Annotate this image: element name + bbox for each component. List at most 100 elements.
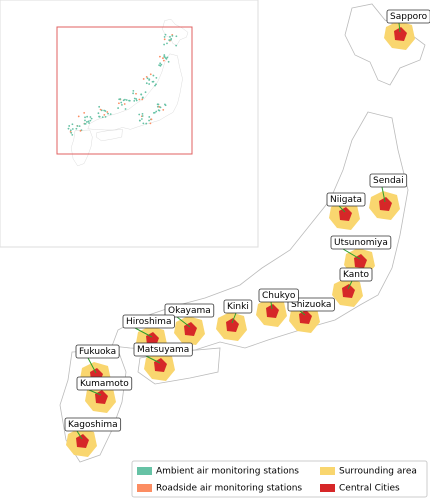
station-dot	[107, 112, 109, 115]
label-box	[339, 267, 373, 282]
leader-line	[145, 355, 161, 364]
station-dot	[141, 96, 144, 99]
station-dot	[70, 131, 73, 134]
station-dot	[138, 119, 141, 122]
station-dot	[166, 42, 168, 45]
city-label: Kagoshima	[68, 420, 118, 430]
station-dot	[164, 33, 167, 36]
station-dot	[84, 119, 86, 122]
station-dot	[104, 115, 107, 118]
leader-line	[381, 186, 386, 203]
label-box	[64, 417, 122, 432]
station-dot	[83, 122, 86, 125]
station-dot	[148, 78, 151, 81]
station-dot	[146, 77, 149, 80]
station-dot	[75, 127, 78, 130]
station-dot	[152, 74, 155, 77]
station-dot	[141, 115, 144, 117]
station-dot	[159, 106, 162, 109]
inset-map	[67, 19, 189, 166]
leader-line	[176, 316, 191, 328]
city-label: Hiroshima	[126, 317, 171, 327]
station-dot	[155, 83, 157, 86]
station-dot	[84, 116, 86, 119]
station-dot	[88, 122, 90, 124]
station-dot	[163, 36, 166, 38]
station-dot	[152, 80, 155, 83]
label-box	[386, 9, 430, 24]
station-dot	[162, 57, 164, 60]
station-dot	[175, 35, 178, 38]
leader-line	[398, 22, 401, 33]
station-dot	[145, 75, 148, 78]
label-box	[75, 344, 120, 359]
station-dot	[138, 98, 141, 101]
station-dot	[157, 103, 160, 106]
station-dot	[89, 119, 92, 122]
station-dot	[120, 101, 123, 104]
station-dot	[160, 63, 163, 66]
station-dot	[77, 115, 80, 118]
station-dot	[68, 125, 71, 127]
station-dot	[132, 89, 135, 92]
station-dot	[144, 91, 147, 94]
station-dot	[98, 105, 101, 108]
station-dot	[135, 99, 138, 102]
station-dot	[71, 133, 74, 136]
legend-label: Central Cities	[339, 484, 400, 494]
station-dot	[163, 38, 166, 41]
station-dot	[76, 125, 79, 127]
station-dot	[85, 121, 88, 123]
legend-swatch	[320, 467, 335, 475]
city-label: Okayama	[168, 306, 211, 316]
label-box	[122, 314, 175, 329]
station-dot	[141, 113, 144, 115]
leader-line	[231, 312, 237, 324]
city-label: Sendai	[373, 176, 404, 186]
station-dot	[164, 103, 166, 106]
legend-label: Surrounding area	[339, 467, 417, 477]
station-dot	[79, 129, 82, 132]
city-label: Kinki	[227, 302, 249, 312]
city-label: Niigata	[330, 195, 362, 205]
station-dot	[121, 103, 123, 106]
central-city	[226, 318, 239, 332]
station-dot	[71, 128, 74, 130]
city-label: Kanto	[343, 270, 369, 280]
station-dot	[163, 55, 166, 58]
station-dot	[153, 111, 156, 114]
city-label: Fukuoka	[79, 347, 116, 357]
central-city	[76, 434, 89, 448]
station-dot	[86, 115, 89, 118]
legend-swatch	[320, 484, 335, 492]
city-label: Shizuoka	[291, 300, 331, 310]
central-city	[379, 197, 392, 211]
central-city	[266, 304, 279, 318]
station-dot	[171, 34, 174, 37]
station-dot	[148, 116, 151, 118]
inset-extent	[56, 26, 193, 155]
leader-line	[347, 280, 353, 290]
station-dot	[155, 110, 158, 113]
station-dot	[140, 93, 143, 96]
station-dot	[150, 118, 153, 121]
station-dot	[97, 112, 100, 115]
legend-items: Ambient air monitoring stations Roadside …	[137, 467, 417, 494]
station-dot	[109, 113, 112, 116]
station-dot	[135, 98, 138, 100]
station-dot	[149, 122, 152, 125]
station-dot	[122, 99, 125, 102]
leader-line	[134, 327, 153, 338]
station-dot	[123, 103, 126, 105]
station-dot	[158, 109, 161, 112]
station-dot	[119, 98, 122, 100]
label-box	[287, 297, 335, 312]
station-dot	[89, 116, 92, 118]
station-dot	[175, 44, 178, 47]
station-dot	[154, 84, 156, 87]
station-dot	[163, 43, 165, 46]
station-dot	[90, 117, 93, 120]
legend-swatch	[137, 467, 152, 475]
station-dot	[162, 109, 165, 111]
